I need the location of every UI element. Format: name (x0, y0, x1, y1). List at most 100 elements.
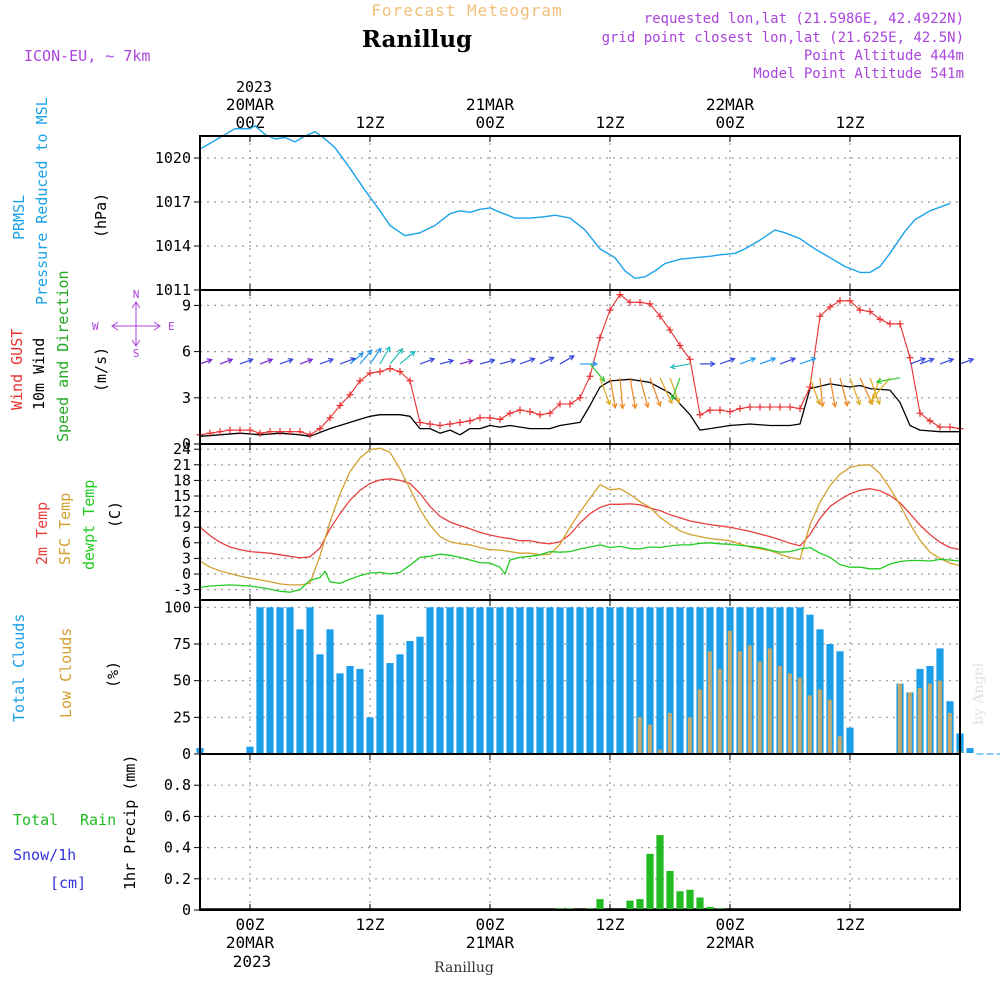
bottom-hour-label: 00Z (236, 915, 265, 934)
wind-arrow (799, 357, 816, 365)
total-cloud-bar (846, 727, 854, 753)
wind-arrow-head (429, 357, 436, 363)
y-tick-label: 1017 (155, 193, 191, 211)
gust-marker (586, 372, 594, 380)
wind-arrow (349, 352, 364, 365)
gust-marker (766, 403, 774, 411)
wind-arrow-head (790, 357, 797, 363)
wind-arrow (499, 359, 516, 365)
low-cloud-bar (797, 677, 802, 753)
wind-arrow (649, 377, 661, 407)
wind-arrow-head (467, 358, 474, 365)
gust-marker (886, 320, 894, 328)
wind-arrow-head (509, 358, 517, 364)
wind-arrow (919, 358, 934, 365)
wind-arrow-head (227, 358, 234, 364)
wind-arrow (479, 359, 495, 365)
y-tick-label: 6 (182, 534, 191, 552)
wind-arrow (739, 357, 756, 365)
total-cloud-bar (256, 607, 264, 753)
total-cloud-bar (666, 607, 674, 753)
rain-bar (676, 891, 684, 910)
wind-arrow (819, 377, 824, 407)
bottom-hour-label: 12Z (596, 915, 625, 934)
total-cloud-bar (296, 629, 304, 753)
rain-bar (626, 900, 634, 910)
point-altitude: Point Altitude 444m (804, 48, 964, 64)
total-cloud-bar (436, 607, 444, 753)
gust-marker (946, 423, 954, 431)
total-cloud-bar (246, 746, 254, 753)
y-tick-label: 15 (173, 487, 191, 505)
total-cloud-bar (606, 607, 614, 753)
wind-arrow-head (619, 403, 626, 410)
gust-marker (396, 368, 404, 376)
y-tick-label: 1014 (155, 237, 191, 255)
rain-bar (706, 906, 714, 910)
gust-marker (876, 315, 884, 323)
wind-arrow-head (810, 356, 817, 363)
low-cloud-bar (717, 668, 722, 753)
low-cloud-bar (817, 689, 822, 753)
gust-marker (786, 403, 794, 411)
wind-arrow-head (948, 357, 955, 364)
gust-marker (696, 411, 704, 419)
low-cloud-bar (937, 680, 942, 753)
sfc-temp-line (199, 447, 961, 586)
wind-arrow (719, 358, 735, 365)
pressure-panel: 1011 1014 1017 1020 (155, 124, 961, 299)
wind-arrow-head (568, 355, 575, 361)
gust-marker (216, 428, 224, 436)
gust-marker (706, 406, 714, 414)
wind-arrow-head (920, 357, 927, 363)
total-cloud-bar (536, 607, 544, 753)
total-cloud-bar (566, 607, 574, 753)
rain-bar (596, 899, 604, 910)
wind-arrow (829, 377, 836, 407)
wind-arrow-head (750, 357, 757, 363)
total-cloud-bar (826, 644, 834, 753)
wind-arrow-head (448, 358, 455, 365)
banner-title: Forecast Meteogram (371, 1, 562, 20)
wind-arrow-head (327, 357, 335, 364)
total-cloud-bar (376, 614, 384, 753)
total-cloud-bar (306, 607, 314, 753)
grid-coords: grid point closest lon,lat (21.625E, 42.… (602, 30, 964, 46)
rain-bar (666, 871, 674, 910)
total-cloud-bar (966, 748, 974, 753)
total-cloud-bar (456, 607, 464, 753)
credit: by Angel (971, 662, 987, 725)
total-cloud-bar (696, 607, 704, 753)
wind-label: 10m Wind (30, 338, 48, 410)
gust-marker (866, 308, 874, 316)
top-date-label: 20MAR (226, 95, 275, 114)
gust-marker (496, 415, 504, 423)
gust-marker (476, 414, 484, 422)
rain-bar (646, 853, 654, 910)
gust-marker (426, 420, 434, 428)
total-cloud-bar (686, 607, 694, 753)
y-tick-label: 9 (182, 518, 191, 536)
y-tick-label: 75 (173, 635, 191, 653)
wind-arrow-head (605, 399, 612, 406)
gust-marker (506, 409, 514, 417)
total-cloud-bar (836, 651, 844, 753)
gust-marker (636, 298, 644, 306)
y-tick-label: 25 (173, 708, 191, 726)
wind-arrow (199, 359, 212, 365)
gust-marker (716, 406, 724, 414)
gust-marker (726, 408, 734, 416)
gust-marker (376, 368, 384, 376)
wind-arrow-head (843, 400, 850, 408)
wind-arrow (279, 358, 293, 365)
low-cloud-bar (657, 749, 662, 753)
wind-arrow (319, 358, 334, 365)
wind-arrow (259, 358, 273, 365)
model-label: ICON-EU, ~ 7km (24, 47, 150, 65)
wind-arrow (659, 377, 673, 404)
wind-arrow-head (709, 360, 716, 367)
total-cloud-bar (596, 607, 604, 753)
gust-marker (806, 383, 814, 391)
y-tick-label: -3 (173, 581, 191, 599)
